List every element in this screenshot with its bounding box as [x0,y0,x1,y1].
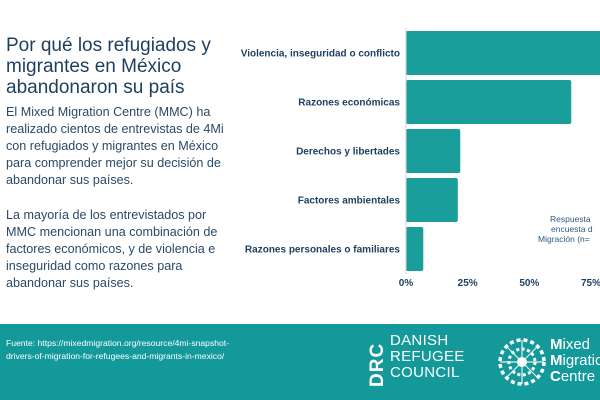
x-tick-label-0: 0% [399,278,414,289]
drc-line-3: COUNCIL [390,364,460,381]
summary-paragraph: La mayoría de los entrevistados por MMC … [6,208,218,290]
bar-1 [406,80,572,124]
drc-line-1: DANISH [390,332,449,349]
page-title: Por qué los refugiados y migrantes en Mé… [6,35,211,98]
category-label-3: Factores ambientales [298,196,401,207]
x-tick-label-2: 50% [519,278,539,289]
bars-layer [406,31,600,271]
bar-2 [406,129,461,173]
drc-line-2: REFUGEE [390,348,465,365]
mmc-line-2: Migratio [550,352,600,369]
bar-3 [406,178,458,222]
bar-0 [406,31,600,75]
mmc-logo-icon [498,338,546,386]
chart-note-line-0: Respuesta [550,214,591,224]
bar-4 [406,227,424,271]
category-label-0: Violencia, inseguridad o conflicto [241,49,400,60]
drc-logo-mark: DRC [367,343,387,387]
x-tick-label-1: 25% [458,278,478,289]
mmc-line-1: Mixed [550,336,591,353]
svg-text:DRC: DRC [367,343,387,387]
mmc-logo-text: Mixed Migratio Centre [550,337,600,385]
category-label-4: Razones personales o familiares [245,245,401,256]
category-label-2: Derechos y libertades [296,147,400,158]
chart-note-line-1: encuesta d [551,224,593,234]
category-labels: Violencia, inseguridad o conflicto Razone… [241,49,401,256]
reasons-bar-chart: Violencia, inseguridad o conflicto Razone… [241,28,600,289]
drc-logo-text: DANISH REFUGEE COUNCIL [390,333,465,381]
category-label-1: Razones económicas [298,98,400,109]
source-text: Fuente: https://mixedmigration.org/resou… [6,338,230,361]
x-tick-label-3: 75% [581,278,600,289]
chart-note-line-2: Migración (n= [538,234,590,244]
intro-paragraph: El Mixed Migration Centre (MMC) ha reali… [6,105,224,187]
footer-bar: Fuente: https://mixedmigration.org/resou… [0,324,600,400]
x-axis-ticks: 0% 25% 50% 75% [399,278,600,289]
mmc-line-3: Centre [550,368,596,385]
